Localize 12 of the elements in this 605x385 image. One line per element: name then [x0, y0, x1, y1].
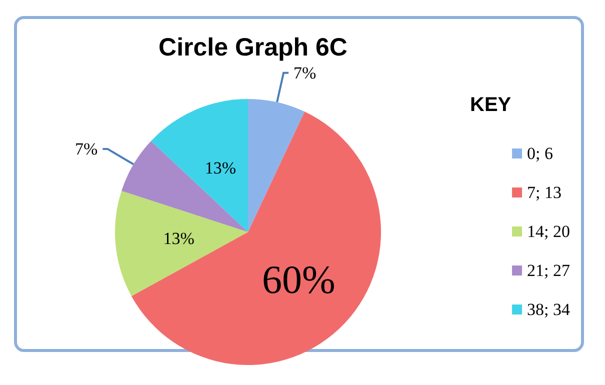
- legend-label: 21; 27: [527, 261, 570, 280]
- data-label: 60%: [262, 257, 336, 302]
- data-label: 13%: [204, 158, 236, 178]
- data-label: 7%: [75, 140, 98, 159]
- legend-label: 7; 13: [527, 183, 562, 202]
- legend-label: 0; 6: [527, 144, 554, 163]
- legend-label: 38; 34: [527, 300, 570, 319]
- chart-title: Circle Graph 6C: [158, 34, 348, 62]
- data-label: 7%: [294, 63, 316, 82]
- data-label: 13%: [163, 229, 194, 248]
- legend-title: KEY: [470, 94, 512, 116]
- legend-label: 14; 20: [527, 222, 570, 241]
